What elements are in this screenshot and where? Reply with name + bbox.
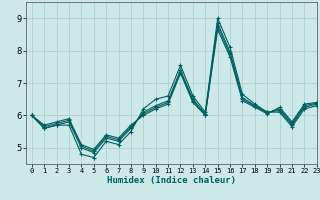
X-axis label: Humidex (Indice chaleur): Humidex (Indice chaleur) bbox=[107, 176, 236, 185]
